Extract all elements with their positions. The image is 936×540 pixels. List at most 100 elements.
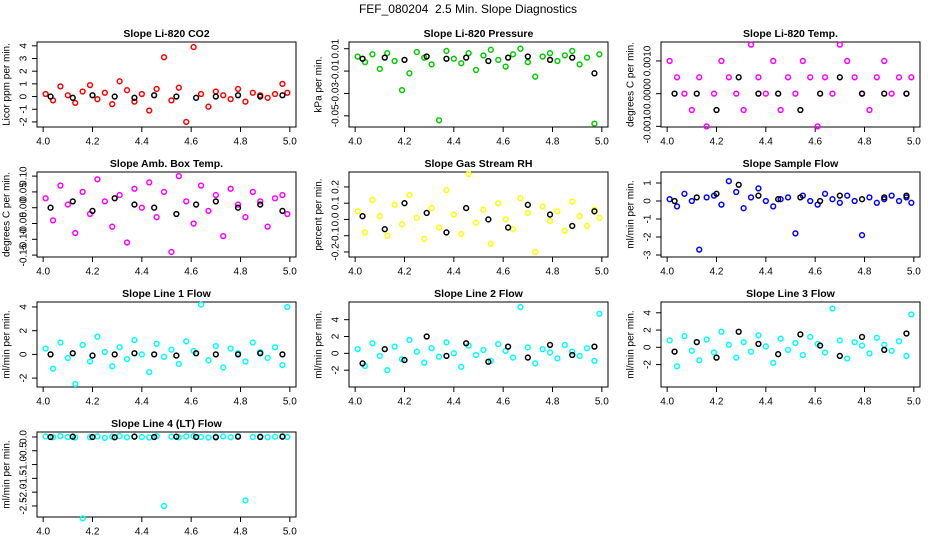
data-point xyxy=(509,51,517,58)
data-point xyxy=(693,90,700,97)
x-tick-label: 4.6 xyxy=(496,137,510,148)
data-point xyxy=(279,92,286,99)
data-point xyxy=(271,90,279,98)
data-point xyxy=(735,328,742,335)
data-point xyxy=(666,196,673,203)
y-axis-label: degrees C per min. xyxy=(626,42,637,127)
data-point xyxy=(111,434,118,441)
data-point xyxy=(101,434,108,441)
data-point xyxy=(205,207,212,215)
data-point xyxy=(89,207,96,215)
x-tick-label: 4.0 xyxy=(36,397,50,408)
data-point xyxy=(242,214,249,221)
data-point xyxy=(64,201,71,208)
data-point xyxy=(792,230,799,237)
plot-frame xyxy=(36,301,297,388)
data-point xyxy=(554,57,561,65)
data-point xyxy=(123,239,131,246)
data-point xyxy=(596,214,603,221)
data-point xyxy=(713,354,720,361)
data-point xyxy=(463,204,470,212)
y-axis-label: kPa per min. xyxy=(314,56,325,112)
data-point xyxy=(472,66,480,74)
data-point xyxy=(569,348,576,355)
data-point xyxy=(509,226,517,233)
y-tick-label: 0.10 xyxy=(19,166,30,186)
data-point xyxy=(895,74,903,81)
data-point xyxy=(69,433,76,440)
data-point xyxy=(829,196,836,203)
data-point xyxy=(153,85,160,93)
panel: Slope Amb. Box Temp. degrees C per min. 4.… xyxy=(2,158,298,278)
data-point xyxy=(361,229,369,236)
panel-title: Slope Line 2 Flow xyxy=(434,288,524,300)
data-point xyxy=(681,90,688,97)
x-tick-label: 4.8 xyxy=(858,397,872,408)
panel-title: Slope Amb. Box Temp. xyxy=(110,158,223,170)
x-tick-label: 4.0 xyxy=(36,527,50,538)
data-point xyxy=(284,303,291,311)
data-point xyxy=(725,74,732,81)
data-point xyxy=(873,199,880,206)
data-point xyxy=(57,339,64,346)
data-point xyxy=(234,92,242,99)
data-point xyxy=(480,346,487,354)
data-point xyxy=(123,355,131,363)
x-tick-label: 5.0 xyxy=(283,267,297,278)
data-point xyxy=(151,351,158,358)
panel: Slope Li-820 Temp. degrees C per min. 4.0 4… xyxy=(626,28,922,148)
data-point xyxy=(762,197,769,205)
y-tick-label: 0 xyxy=(19,93,30,99)
data-point xyxy=(234,351,242,358)
data-point xyxy=(797,194,804,201)
data-point xyxy=(775,196,782,203)
data-point xyxy=(681,190,688,197)
x-tick-label: 5.0 xyxy=(907,397,921,408)
data-point xyxy=(576,213,583,220)
data-point xyxy=(428,204,435,212)
data-point xyxy=(502,216,509,223)
data-point xyxy=(487,46,494,53)
data-point xyxy=(123,87,131,94)
data-point xyxy=(131,185,138,192)
x-tick-label: 5.0 xyxy=(595,267,609,278)
y-tick-label: 2 xyxy=(331,333,342,339)
panel-title: Slope Sample Flow xyxy=(743,158,840,170)
y-tick-label: 0 xyxy=(19,351,30,357)
data-point xyxy=(153,340,160,347)
data-point xyxy=(242,358,249,365)
data-point xyxy=(212,93,219,100)
data-point xyxy=(735,181,742,188)
data-point xyxy=(671,90,678,97)
data-point xyxy=(524,209,531,217)
data-point xyxy=(693,194,700,201)
data-point xyxy=(168,433,175,440)
data-point xyxy=(116,191,123,199)
data-point xyxy=(713,190,720,197)
x-tick-label: 4.4 xyxy=(135,267,149,278)
y-tick-label: -0.01 xyxy=(331,59,342,82)
data-point xyxy=(775,351,782,358)
data-point xyxy=(168,248,175,256)
data-point xyxy=(406,191,413,199)
data-point xyxy=(49,217,57,224)
y-tick-label: -0.0010 xyxy=(643,109,654,143)
x-tick-label: 5.0 xyxy=(907,267,921,278)
data-point xyxy=(797,106,804,114)
data-point xyxy=(89,433,96,441)
data-point xyxy=(160,54,168,61)
x-tick-label: 4.4 xyxy=(447,137,461,148)
data-point xyxy=(792,90,799,97)
data-point xyxy=(591,120,598,127)
data-point xyxy=(888,347,895,354)
data-point xyxy=(666,337,673,344)
y-axis-label: percent per min. xyxy=(314,178,325,250)
data-point xyxy=(903,192,910,199)
data-point xyxy=(569,54,576,61)
data-point xyxy=(895,338,903,345)
x-tick-label: 4.8 xyxy=(546,397,560,408)
data-point xyxy=(561,52,568,59)
data-point xyxy=(881,57,888,65)
x-tick-label: 4.8 xyxy=(546,267,560,278)
panel-title: Slope Li-820 Pressure xyxy=(424,28,534,40)
